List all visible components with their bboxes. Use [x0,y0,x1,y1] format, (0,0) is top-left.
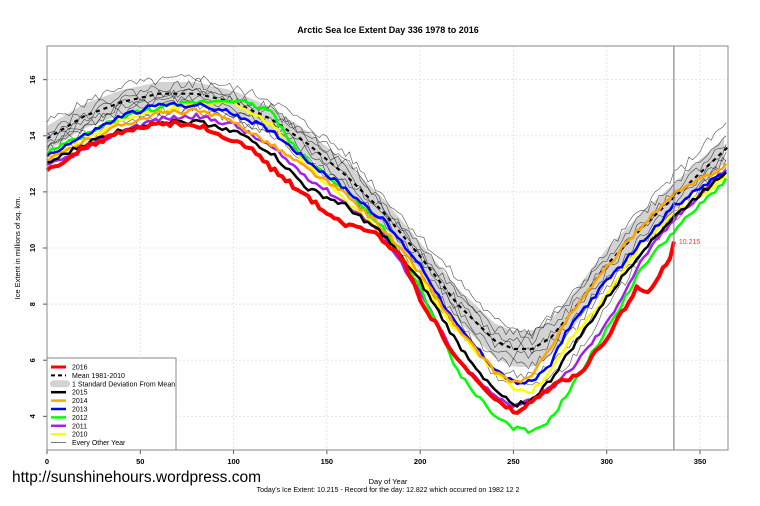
plot-frame [46,45,729,451]
y-tick-label: 6 [28,358,37,362]
every-other-year-line [46,78,727,340]
legend-label: 2010 [72,432,88,439]
every-other-year-line [46,87,727,386]
x-axis-label: Day of Year [369,477,408,486]
legend-label: 2011 [72,423,87,430]
legend-label: Every Other Year [72,440,126,447]
series-line-2013 [46,101,727,386]
x-tick-label: 200 [414,457,427,466]
legend-label: 2016 [72,365,88,372]
every-other-year-line [46,73,727,336]
x-tick-label: 300 [600,457,613,466]
footer-text: Today's Ice Extent: 10.215 - Record for … [257,487,520,494]
every-other-year-line [46,94,727,355]
x-tick-label: 100 [227,457,240,466]
legend-label: 2013 [72,407,88,414]
every-other-year-layer [46,73,729,386]
legend-label: 2014 [72,398,88,405]
y-tick-label: 10 [28,244,37,252]
x-tick-label: 250 [507,457,520,466]
current-value-label: 10.215 [679,239,701,246]
legend-swatch-band [50,380,70,388]
axes: 0 50 100 150 200 250 300 350 4 6 8 10 12 14 16 [28,45,729,466]
series-line-2016 [45,119,676,415]
std-deviation-band [47,81,725,368]
y-tick-label: 16 [28,75,37,83]
chart-title: Arctic Sea Ice Extent Day 336 1978 to 20… [297,25,479,35]
series-line-2014 [46,107,728,384]
legend-label: 1 Standard Deviation From Mean [72,381,175,388]
y-tick-label: 14 [28,131,37,140]
watermark-url[interactable]: http://sunshinehours.wordpress.com [12,469,261,486]
y-tick-label: 4 [28,413,37,418]
y-tick-label: 8 [28,302,37,306]
mean-line [46,92,729,351]
x-tick-label: 50 [136,457,144,466]
legend-label: Mean 1981-2010 [72,373,125,380]
x-tick-label: 0 [45,457,49,466]
x-tick-label: 350 [694,457,707,466]
y-tick-label: 12 [28,188,37,196]
series-layer: 10.215 [45,98,728,435]
legend-label: 2015 [72,390,88,397]
legend-label: 2012 [72,415,88,422]
legend-box [46,357,177,451]
y-axis-label: Ice Extent in millions of sq. km. [13,197,22,300]
x-tick-label: 150 [321,457,334,466]
std-band-layer [47,81,725,368]
